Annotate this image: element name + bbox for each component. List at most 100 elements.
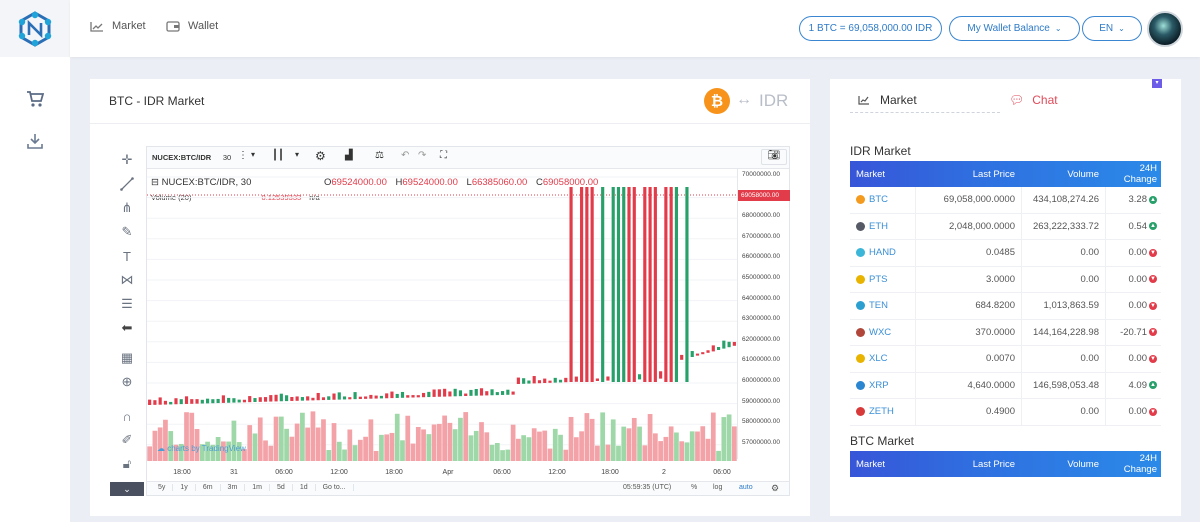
tab-market[interactable]: Market bbox=[850, 87, 1000, 113]
magnet-icon[interactable]: ∩ bbox=[122, 408, 132, 424]
volume-bar bbox=[610, 419, 616, 461]
price-tick: 70000000.00 bbox=[742, 171, 780, 178]
market-symbol[interactable]: XRP bbox=[869, 379, 889, 391]
text-tool-icon[interactable]: T bbox=[123, 248, 131, 264]
range-button[interactable]: 1d bbox=[293, 484, 316, 491]
range-button[interactable]: 6m bbox=[196, 484, 221, 491]
symbol-search-input[interactable]: NUCEX:BTC/IDR bbox=[152, 153, 212, 162]
percent-toggle[interactable]: % bbox=[691, 484, 698, 491]
volume-bar bbox=[600, 412, 606, 461]
col-last-price[interactable]: Last Price bbox=[972, 458, 1015, 470]
volume-cell: 0.00 bbox=[1021, 346, 1105, 372]
arrow-down-icon: ▼ bbox=[1149, 248, 1157, 257]
range-button[interactable]: 1m bbox=[245, 484, 271, 491]
collapse-panel-button[interactable]: ▾ bbox=[1152, 79, 1162, 88]
undo-icon[interactable]: ↶ bbox=[401, 150, 410, 161]
lock-icon[interactable]: 🔓︎ bbox=[122, 456, 132, 471]
col-24h-change[interactable]: 24H Change bbox=[1123, 453, 1157, 475]
range-button[interactable]: 5d bbox=[270, 484, 293, 491]
auto-toggle[interactable]: auto bbox=[739, 484, 753, 491]
volume-bar bbox=[363, 436, 368, 461]
candle bbox=[637, 374, 642, 380]
camera-icon[interactable]: 📷︎ bbox=[761, 149, 787, 165]
range-button[interactable]: 5y bbox=[151, 484, 174, 491]
col-market[interactable]: Market bbox=[856, 458, 886, 470]
draw-lock-icon[interactable]: ✐ bbox=[121, 432, 133, 447]
legend-collapse-icon[interactable]: ⊟ bbox=[151, 177, 159, 188]
table-row[interactable]: ETH 2,048,000.0000 263,222,333.72 0.54 ▲ bbox=[850, 213, 1161, 240]
fullscreen-icon[interactable]: ⛶ bbox=[440, 150, 447, 161]
col-last-price[interactable]: Last Price bbox=[972, 168, 1015, 180]
table-row[interactable]: XRP 4,640.0000 146,598,053.48 4.09 ▲ bbox=[850, 372, 1161, 399]
brush-icon[interactable]: ✎ bbox=[121, 224, 133, 239]
last-price-cell: 4,640.0000 bbox=[915, 372, 1021, 398]
col-24h-change[interactable]: 24H Change bbox=[1123, 163, 1157, 185]
interval-select[interactable]: 30 bbox=[222, 153, 232, 162]
fib-icon[interactable]: ☰ bbox=[121, 296, 133, 311]
more-vertical-icon[interactable]: ⋮ bbox=[238, 150, 248, 161]
volume-bar bbox=[431, 424, 437, 461]
app-logo[interactable] bbox=[0, 0, 70, 57]
table-row[interactable]: PTS 3.0000 0.00 0.00 ▼ bbox=[850, 266, 1161, 293]
market-symbol[interactable]: ZETH bbox=[869, 406, 894, 418]
range-button[interactable]: 1y bbox=[173, 484, 196, 491]
market-symbol[interactable]: BTC bbox=[869, 194, 888, 206]
cart-icon[interactable] bbox=[24, 88, 46, 110]
candle bbox=[653, 187, 657, 382]
language-dropdown[interactable]: EN ⌄ bbox=[1082, 16, 1142, 41]
time-tick: 06:00 bbox=[275, 469, 293, 476]
measure-icon[interactable]: ▦ bbox=[120, 350, 134, 365]
tradingview-chart[interactable]: NUCEX:BTC/IDR 30 ⋮ ▾ ┃┃ ▾ ⚙ ▟ ⚖ ↶ ↷ ⛶ 📷︎… bbox=[146, 146, 790, 496]
volume-bar bbox=[215, 436, 221, 461]
nav-market[interactable]: Market bbox=[90, 20, 146, 32]
pitchfork-icon[interactable]: ⋔ bbox=[121, 200, 133, 215]
candle bbox=[664, 187, 668, 382]
crosshair-icon[interactable]: ✛ bbox=[121, 152, 133, 167]
table-row[interactable]: TEN 684.8200 1,013,863.59 0.00 ▼ bbox=[850, 293, 1161, 320]
table-row[interactable]: BTC 69,058,000.0000 434,108,274.26 3.28 … bbox=[850, 187, 1161, 214]
btc-rate-button[interactable]: 1 BTC = 69,058,000.00 IDR bbox=[799, 16, 942, 41]
redo-icon[interactable]: ↷ bbox=[418, 150, 427, 161]
arrow-left-icon[interactable]: ⬅ bbox=[121, 320, 133, 335]
market-symbol[interactable]: HAND bbox=[869, 247, 896, 259]
table-row[interactable]: XLC 0.0070 0.00 0.00 ▼ bbox=[850, 346, 1161, 373]
market-symbol[interactable]: XLC bbox=[869, 353, 888, 365]
pattern-icon[interactable]: ⋈ bbox=[120, 272, 134, 287]
change-value: 3.28 bbox=[1128, 194, 1148, 206]
range-button[interactable]: Go to... bbox=[316, 484, 354, 491]
market-symbol[interactable]: ETH bbox=[869, 220, 888, 232]
nav-wallet[interactable]: Wallet bbox=[166, 20, 218, 32]
chevron-down-icon[interactable]: ▾ bbox=[295, 150, 300, 159]
candle bbox=[364, 396, 368, 399]
tab-chat[interactable]: 💬︎ Chat bbox=[1009, 93, 1058, 107]
compare-icon[interactable]: ⚖ bbox=[375, 150, 384, 161]
zoom-in-icon[interactable]: ⊕ bbox=[121, 374, 133, 389]
chevron-down-icon[interactable]: ▾ bbox=[251, 150, 256, 159]
col-volume[interactable]: Volume bbox=[1067, 458, 1099, 470]
table-row[interactable]: ZETH 0.4900 0.00 0.00 ▼ bbox=[850, 399, 1161, 426]
table-row[interactable]: WXC 370.0000 144,164,228.98 -20.71 ▼ bbox=[850, 319, 1161, 346]
volume-bar bbox=[710, 412, 716, 461]
col-market[interactable]: Market bbox=[856, 168, 886, 180]
trendline-icon[interactable] bbox=[117, 174, 137, 194]
range-button[interactable]: 3m bbox=[221, 484, 246, 491]
collapse-toolbar-button[interactable]: ⌄ bbox=[110, 482, 144, 496]
market-symbol[interactable]: PTS bbox=[869, 273, 888, 285]
indicators-icon[interactable]: ▟ bbox=[345, 150, 353, 161]
volume-bar bbox=[410, 443, 416, 461]
download-icon[interactable] bbox=[24, 130, 46, 152]
wallet-balance-dropdown[interactable]: My Wallet Balance ⌄ bbox=[949, 16, 1080, 41]
market-symbol[interactable]: WXC bbox=[869, 326, 892, 338]
table-row[interactable]: HAND 0.0485 0.00 0.00 ▼ bbox=[850, 240, 1161, 267]
settings-icon[interactable]: ⚙ bbox=[315, 149, 326, 163]
candle bbox=[358, 396, 362, 399]
chart-legend: ⊟ NUCEX:BTC/IDR, 30 O69524000.00 H695240… bbox=[151, 177, 598, 188]
candles-icon[interactable]: ┃┃ bbox=[272, 150, 285, 161]
market-cell: WXC bbox=[850, 327, 915, 338]
side-panel: Market 💬︎ Chat ▾ IDR Market BTC Market bbox=[830, 79, 1181, 516]
avatar[interactable] bbox=[1147, 11, 1183, 47]
col-volume[interactable]: Volume bbox=[1067, 168, 1099, 180]
settings-icon[interactable]: ⚙ bbox=[771, 483, 780, 493]
market-symbol[interactable]: TEN bbox=[869, 300, 888, 312]
log-toggle[interactable]: log bbox=[713, 484, 723, 491]
